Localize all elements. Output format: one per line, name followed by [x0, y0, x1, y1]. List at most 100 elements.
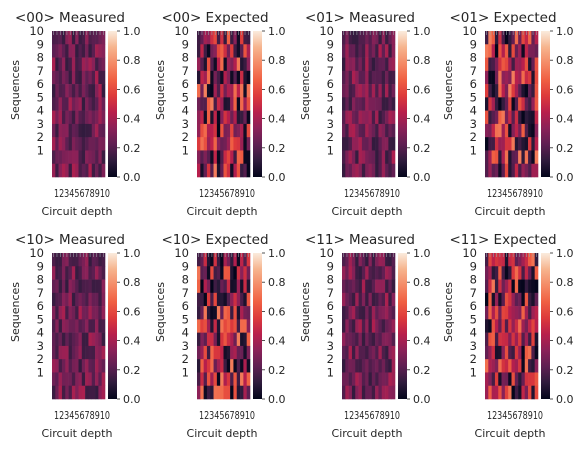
heatmap-cell	[78, 31, 83, 45]
heatmap-cell	[78, 306, 83, 320]
heatmap-cell	[511, 292, 516, 307]
heatmap-cell	[230, 266, 234, 280]
heatmap-cell	[365, 306, 369, 320]
heatmap-cell	[246, 332, 251, 347]
heatmap-cell	[65, 319, 69, 333]
heatmap-cell	[85, 163, 89, 178]
heatmap-cell	[504, 359, 509, 373]
heatmap-cell	[68, 253, 73, 267]
heatmap-cell	[88, 123, 93, 138]
heatmap-cell	[391, 150, 396, 165]
heatmap-cell	[88, 385, 93, 400]
heatmap-cell	[197, 359, 201, 373]
heatmap-cell	[75, 279, 79, 294]
heatmap-cell	[375, 292, 379, 307]
heatmap-cell	[98, 279, 102, 294]
heatmap-cell	[378, 253, 383, 267]
colorbar-tick-label: 0.6	[268, 305, 286, 318]
heatmap-cell	[95, 31, 99, 45]
heatmap-cell	[531, 57, 535, 72]
heatmap-cell	[345, 266, 349, 280]
heatmap-cell	[68, 359, 73, 373]
heatmap-cell	[534, 253, 539, 267]
heatmap-cell	[58, 253, 63, 267]
heatmap-cell	[246, 123, 251, 138]
heatmap-cell	[240, 306, 244, 320]
heatmap-cell	[197, 319, 201, 333]
heatmap-cell	[197, 292, 201, 307]
heatmap-cell	[378, 110, 383, 125]
heatmap-cell	[524, 266, 529, 280]
heatmap-cell	[220, 150, 224, 165]
heatmap-cell	[200, 319, 204, 333]
heatmap-cell	[88, 97, 93, 111]
heatmap-cell	[71, 84, 76, 98]
colorbar-tick-label: 0.0	[268, 171, 286, 184]
heatmap-cell	[488, 97, 492, 111]
heatmap-cell	[197, 31, 201, 45]
heatmap-cell	[98, 150, 102, 165]
heatmap-cell	[68, 332, 73, 347]
heatmap-cell	[521, 84, 526, 98]
heatmap-cell	[91, 84, 96, 98]
heatmap-cell	[75, 345, 79, 360]
heatmap-cell	[368, 253, 373, 267]
colorbar-tick-label: 0.6	[556, 305, 574, 318]
heatmap-cell	[501, 372, 506, 387]
heatmap-cell	[508, 84, 512, 98]
heatmap-cell	[65, 345, 69, 360]
heatmap-cell	[508, 150, 512, 165]
heatmap-cell	[491, 44, 496, 58]
heatmap-cell	[388, 123, 392, 138]
heatmap-cell	[348, 306, 353, 320]
y-tick-label: 7	[37, 64, 44, 78]
heatmap-cell	[88, 31, 93, 45]
heatmap-cell	[243, 385, 247, 400]
heatmap-cell	[197, 57, 201, 72]
heatmap-cell	[223, 385, 228, 400]
heatmap-cell	[375, 163, 379, 178]
heatmap-cell	[233, 97, 238, 111]
heatmap-cell	[388, 57, 392, 72]
heatmap-cell	[216, 123, 221, 138]
heatmap-cell	[524, 31, 529, 45]
heatmap-cell	[381, 97, 386, 111]
heatmap-cell	[361, 123, 366, 138]
heatmap-cell	[206, 31, 211, 45]
heatmap-cell	[91, 57, 96, 72]
heatmap-cell	[485, 292, 489, 307]
heatmap-cell	[504, 292, 509, 307]
heatmap-cell	[223, 150, 228, 165]
heatmap-cell	[391, 279, 396, 294]
heatmap-cell	[378, 332, 383, 347]
heatmap-cell	[88, 306, 93, 320]
heatmap-cell	[243, 266, 247, 280]
heatmap-cell	[88, 44, 93, 58]
colorbar-tick-label: 0.2	[413, 142, 431, 155]
heatmap-cell	[210, 253, 214, 267]
heatmap-cell	[61, 292, 66, 307]
heatmap-cell	[491, 319, 496, 333]
heatmap-cell	[203, 84, 208, 98]
heatmap-cell	[531, 163, 535, 178]
heatmap-cell	[243, 332, 247, 347]
heatmap-cell	[368, 385, 373, 400]
heatmap-cell	[514, 332, 519, 347]
heatmap-cell	[534, 332, 539, 347]
heatmap-cell	[246, 137, 251, 151]
heatmap-cell	[528, 266, 532, 280]
heatmap-cell	[488, 385, 492, 400]
heatmap-cell	[216, 253, 221, 267]
x-tick-labels: 12345678910	[199, 409, 255, 422]
heatmap-cell	[71, 70, 76, 85]
heatmap-cell	[375, 332, 379, 347]
heatmap-cell	[213, 97, 218, 111]
heatmap-cell	[488, 372, 492, 387]
heatmap-panel: <00> Expected10987654321Sequences1234567…	[154, 10, 286, 218]
heatmap-cell	[381, 359, 386, 373]
heatmap-cell	[65, 84, 69, 98]
heatmap-cell	[518, 306, 522, 320]
heatmap-cell	[95, 123, 99, 138]
heatmap-cell	[508, 292, 512, 307]
heatmap-cell	[351, 332, 356, 347]
